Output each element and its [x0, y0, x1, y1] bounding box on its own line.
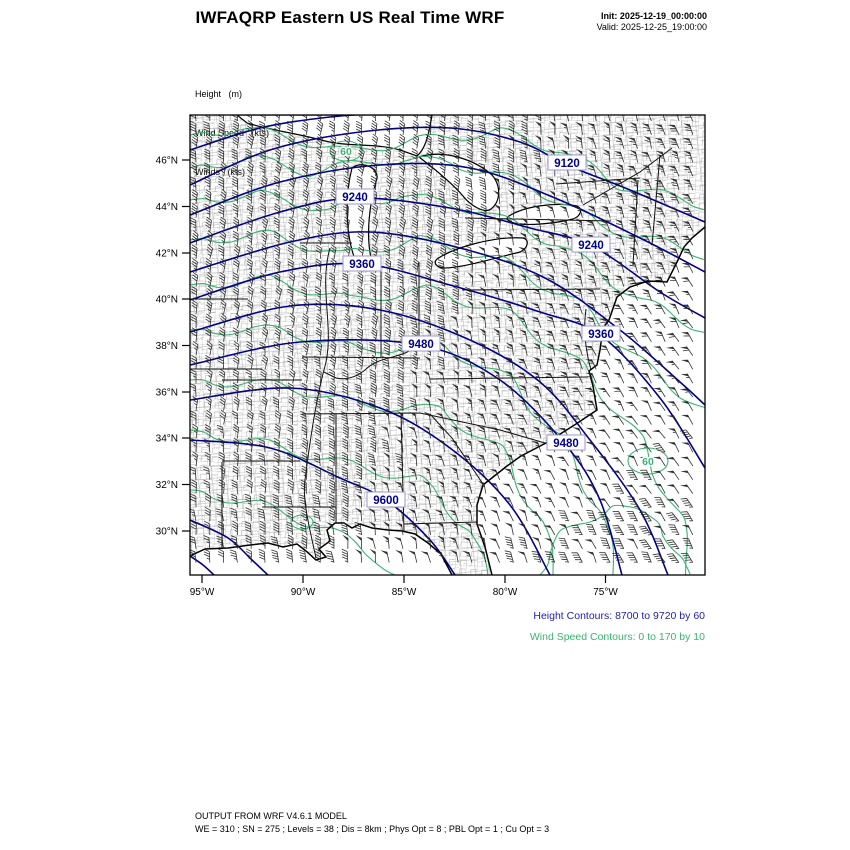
ohio-river: [323, 344, 420, 380]
lat-tick-label: 38°N: [156, 341, 178, 352]
page-title: IWFAQRP Eastern US Real Time WRF: [195, 8, 505, 27]
legend-height: Height (m): [195, 89, 243, 99]
wind-contour-caption: Wind Speed Contours: 0 to 170 by 10: [529, 631, 705, 643]
svg-text:9120: 9120: [554, 158, 580, 170]
map-canvas: 9120 9240 9240 9360 9360 9480 9480 9600 60 60: [190, 115, 705, 575]
axes: 46°N 44°N 42°N 40°N 38°N 36°N 34°N 32°N 30°N 95°W…: [156, 156, 619, 599]
svg-text:9240: 9240: [342, 192, 368, 204]
footer-config: WE = 310 ; SN = 275 ; Levels = 38 ; Dis …: [195, 824, 550, 834]
wind-barb-pennants: [326, 120, 691, 556]
lake-huron: [417, 153, 500, 211]
height-contour-labels: 9120 9240 9240 9360 9360 9480 9480 9600: [335, 154, 621, 508]
lon-tick-label: 85°W: [392, 587, 417, 598]
atlantic-ocean: [477, 227, 705, 575]
lat-tick-label: 30°N: [156, 527, 178, 538]
state-borders: [190, 147, 673, 559]
lat-tick-label: 32°N: [156, 480, 178, 491]
svg-text:9600: 9600: [373, 495, 399, 507]
init-time: Init: 2025-12-19_00:00:00: [600, 11, 707, 21]
lat-tick-label: 34°N: [156, 434, 178, 445]
svg-text:9240: 9240: [578, 240, 604, 252]
svg-text:60: 60: [642, 456, 654, 468]
model-footer: OUTPUT FROM WRF V4.6.1 MODEL WE = 310 ; …: [195, 810, 549, 836]
footer-model: OUTPUT FROM WRF V4.6.1 MODEL: [195, 811, 347, 821]
lon-tick-label: 80°W: [493, 587, 518, 598]
lon-tick-label: 75°W: [593, 587, 618, 598]
svg-text:9360: 9360: [349, 259, 375, 271]
lon-tick-label: 95°W: [190, 587, 215, 598]
lat-tick-label: 40°N: [156, 295, 178, 306]
valid-time: Valid: 2025-12-25_19:00:00: [596, 22, 707, 32]
mississippi-river: [303, 247, 331, 559]
height-contour-caption: Height Contours: 8700 to 9720 by 60: [533, 610, 705, 622]
svg-text:9480: 9480: [553, 438, 579, 450]
lake-erie: [434, 237, 528, 269]
lat-tick-label: 44°N: [156, 202, 178, 213]
wind-contour-labels: 60 60: [339, 145, 656, 470]
svg-text:9360: 9360: [588, 329, 614, 341]
lon-tick-label: 90°W: [291, 587, 316, 598]
lat-tick-label: 46°N: [156, 156, 178, 167]
run-times: Init: 2025-12-19_00:00:00 Valid: 2025-12…: [597, 11, 707, 33]
gulf-of-mexico: [190, 523, 452, 575]
svg-text:9480: 9480: [408, 339, 434, 351]
contour-captions: Height Contours: 8700 to 9720 by 60 Wind…: [530, 606, 705, 648]
lat-tick-label: 42°N: [156, 249, 178, 260]
svg-text:60: 60: [340, 146, 352, 158]
lat-tick-label: 36°N: [156, 388, 178, 399]
